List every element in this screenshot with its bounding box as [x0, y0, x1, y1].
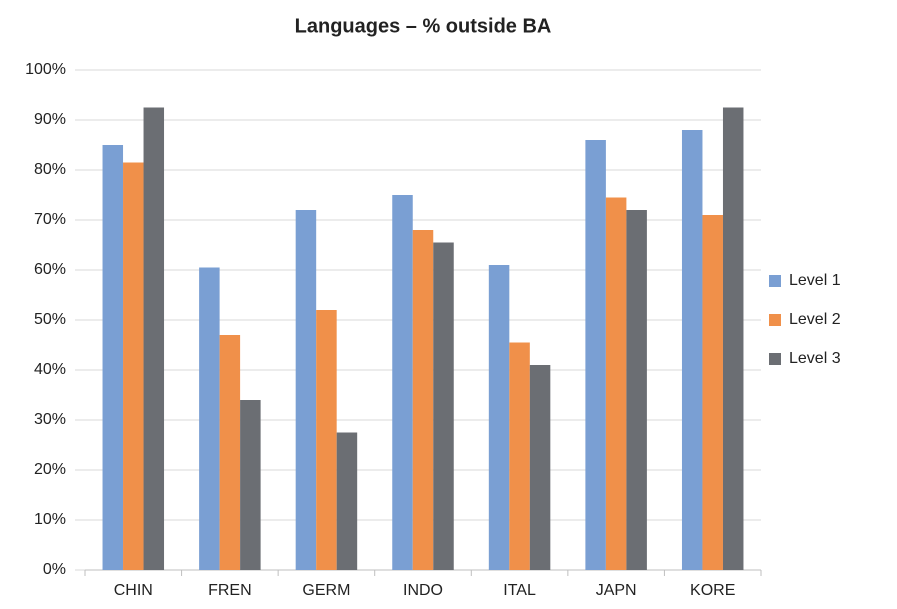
bar: [722, 107, 744, 570]
legend-swatch: [769, 275, 781, 287]
bar: [605, 197, 627, 570]
bar: [219, 335, 241, 570]
x-tick-label: JAPN: [596, 582, 637, 599]
y-tick-label: 50%: [34, 311, 66, 328]
bar: [392, 195, 413, 570]
x-tick-label: ITAL: [503, 582, 536, 599]
y-tick-label: 40%: [34, 361, 66, 378]
x-tick-label: CHIN: [114, 582, 153, 599]
y-tick-label: 60%: [34, 261, 66, 278]
x-tick-label: INDO: [403, 582, 443, 599]
y-tick-label: 80%: [34, 161, 66, 178]
y-tick-label: 20%: [34, 461, 66, 478]
bar: [488, 265, 510, 570]
bar: [681, 130, 703, 570]
legend-swatch: [769, 353, 781, 365]
y-tick-label: 0%: [43, 561, 66, 578]
bar: [102, 145, 124, 570]
x-tick-label: GERM: [302, 582, 350, 599]
legend-label: Level 1: [789, 272, 841, 289]
y-tick-label: 10%: [34, 511, 66, 528]
y-tick-label: 100%: [25, 61, 66, 78]
bar: [412, 230, 434, 570]
y-tick-label: 70%: [34, 211, 66, 228]
bar: [295, 210, 317, 570]
legend-label: Level 2: [789, 311, 841, 328]
y-tick-label: 90%: [34, 111, 66, 128]
bar: [509, 342, 530, 570]
x-tick-label: FREN: [208, 582, 252, 599]
bar: [529, 365, 551, 570]
bar: [626, 210, 647, 570]
bar: [199, 267, 220, 570]
chart-title: Languages – % outside BA: [295, 15, 552, 37]
bar: [433, 242, 454, 570]
bar: [702, 215, 723, 570]
y-tick-label: 30%: [34, 411, 66, 428]
bar: [143, 107, 165, 570]
legend-label: Level 3: [789, 350, 841, 367]
bar: [123, 162, 144, 570]
legend-swatch: [769, 314, 781, 326]
bar: [316, 310, 337, 570]
bar: [585, 140, 606, 570]
bar: [336, 432, 358, 570]
x-tick-label: KORE: [690, 582, 735, 599]
bar: [240, 400, 261, 570]
